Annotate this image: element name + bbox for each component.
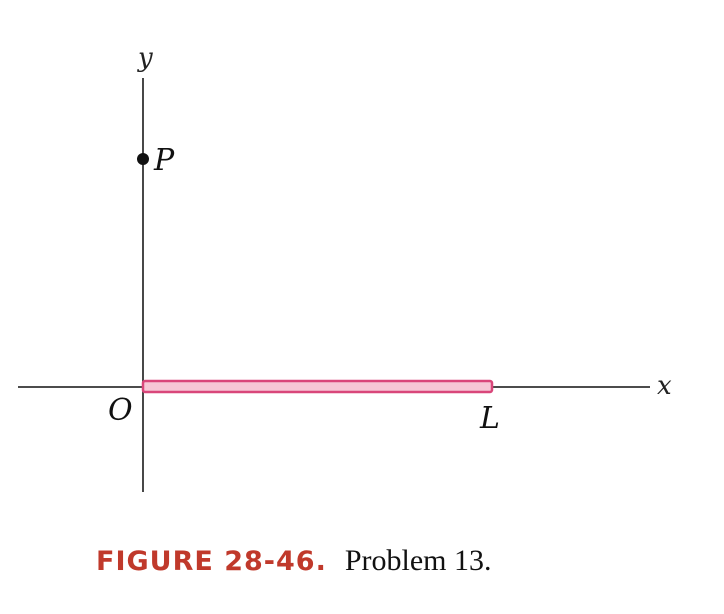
figure-caption-tag: FIGURE 28-46. — [96, 546, 327, 577]
figure-caption: FIGURE 28-46. Problem 13. — [96, 544, 492, 577]
figure-caption-text: Problem 13. — [345, 544, 492, 577]
origin-label: O — [108, 393, 133, 428]
charged-rod — [141, 379, 494, 394]
y-axis-label: y — [137, 43, 153, 73]
point-p-dot — [137, 153, 149, 165]
rod-end-label: L — [479, 401, 500, 436]
point-p-label: P — [153, 143, 175, 178]
x-axis-label: x — [657, 371, 672, 401]
